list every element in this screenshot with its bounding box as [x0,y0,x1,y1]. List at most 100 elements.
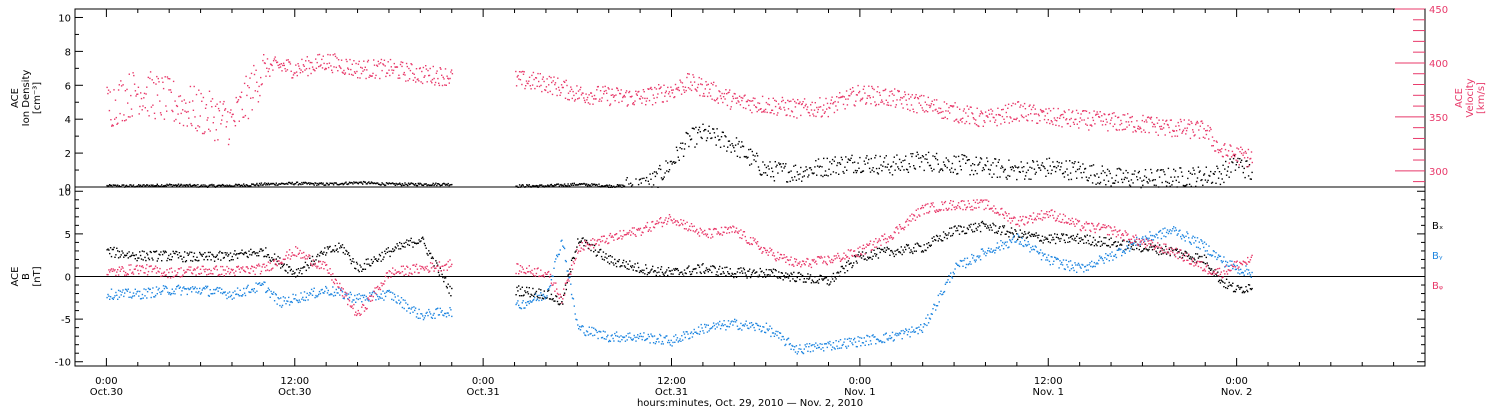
bx-point [254,253,256,255]
density-point [1014,165,1016,167]
velocity-point [743,95,745,97]
by-point [177,284,180,287]
by-point [645,338,648,340]
velocity-point [939,112,941,114]
density-point [236,184,238,186]
velocity-point [371,75,373,77]
by-point [280,297,282,299]
bx-point [901,253,903,256]
by-point [682,331,685,333]
bx-point [1151,249,1154,251]
velocity-point [241,108,243,111]
bx-point [601,258,604,260]
by-point [1003,243,1006,245]
velocity-point [634,100,636,102]
bx-point [1246,289,1248,292]
bx-point [347,252,350,254]
density-point [275,182,277,184]
bx-point [823,278,825,280]
by-point [981,248,984,250]
by-point [419,317,421,319]
velocity-point [439,67,441,69]
density-point [225,185,227,188]
velocity-point [690,81,692,83]
density-point [361,182,363,184]
by-point [561,239,563,241]
by-point [323,292,325,294]
by-point [283,300,285,302]
by-point [692,333,694,335]
by-point [440,311,442,313]
velocity-point [1129,116,1131,119]
velocity-point [1124,128,1127,130]
velocity-point [764,111,766,113]
velocity-point [1182,130,1184,133]
velocity-point [715,85,717,87]
by-point [107,293,109,296]
density-point [199,185,202,187]
by-point [943,290,946,293]
density-point [920,157,922,159]
by-point [199,287,201,290]
density-point [441,184,443,186]
bx-point [875,255,877,257]
density-point [207,185,210,188]
density-point [130,184,132,186]
by-point [361,301,363,303]
density-point [589,184,591,186]
velocity-point [1056,120,1058,122]
bx-point [994,225,997,227]
velocity-point [1052,123,1054,126]
bx-point [562,303,564,305]
by-point [390,291,392,293]
velocity-point [1042,110,1044,112]
by-point [300,292,302,294]
density-point [1158,186,1160,188]
velocity-point [995,114,997,116]
by-point [913,329,915,331]
density-point [773,180,776,182]
velocity-point [588,94,590,96]
bx-point [244,251,247,253]
by-point [989,251,991,253]
bx-point [301,273,303,275]
by-point [399,301,402,303]
by-point [133,295,136,297]
by-point [242,294,244,296]
bx-point [258,255,260,257]
velocity-point [579,88,581,91]
bx-point [677,269,679,272]
density-point [258,184,260,187]
bx-point [265,247,267,249]
bx-point [566,282,568,284]
bx-point [937,240,939,242]
velocity-point [877,86,879,88]
velocity-point [1138,128,1140,130]
velocity-point [980,110,982,112]
velocity-point [1188,123,1191,126]
bx-point [305,269,307,272]
by-point [608,339,611,342]
bx-point [807,273,809,275]
velocity-point [127,102,129,104]
density-point [1151,179,1154,182]
by-point [139,290,141,293]
by-point [672,341,674,344]
by-point [640,335,642,338]
bx-point [955,230,957,232]
density-point [424,183,426,185]
velocity-point [718,90,720,92]
bx-point [895,253,897,256]
bx-point [428,250,430,252]
by-point [607,334,609,336]
bx-series [106,220,1253,306]
velocity-point [154,117,156,120]
by-point [319,292,322,295]
density-point [1074,161,1076,163]
by-point [146,297,148,299]
bx-point [1024,231,1026,233]
bx-point [536,295,538,298]
bx-point [890,250,892,252]
density-point [274,184,277,186]
bx-point [1177,251,1179,253]
